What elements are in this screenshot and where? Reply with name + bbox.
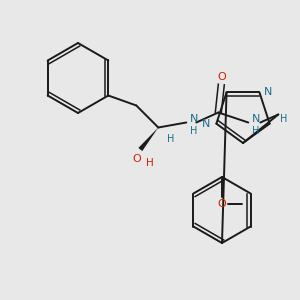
Text: N: N [202, 119, 211, 129]
Polygon shape [138, 128, 158, 151]
Text: H: H [280, 114, 287, 124]
Text: N: N [252, 113, 261, 124]
Text: H: H [146, 158, 154, 169]
Text: O: O [132, 154, 141, 164]
Text: H: H [252, 127, 260, 136]
Text: H: H [190, 127, 198, 136]
Text: H: H [167, 134, 174, 145]
Text: O: O [218, 199, 226, 209]
Text: O: O [217, 71, 226, 82]
Text: N: N [264, 87, 273, 97]
Text: N: N [190, 115, 199, 124]
